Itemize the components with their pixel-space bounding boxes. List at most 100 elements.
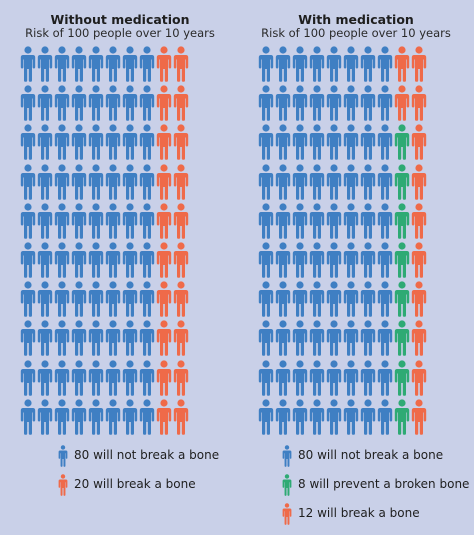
person-icon [326,46,342,82]
person-icon [173,203,189,239]
person-icon [275,85,291,121]
person-icon [54,399,70,435]
person-icon [258,163,274,200]
person-icon [326,242,342,278]
person-icon [360,163,376,200]
person-icon [173,399,189,435]
person-icon [173,242,189,278]
person-icon [156,359,172,396]
person-icon [377,359,393,396]
person-icon [394,359,410,396]
person-icon [20,85,36,121]
person-icon [88,242,104,278]
person-icon [173,46,189,82]
person-icon [122,399,138,435]
person-icon [282,445,292,467]
panel-subtitle: Risk of 100 people over 10 years [25,26,215,40]
person-icon [292,124,308,161]
person-icon [309,359,325,396]
person-icon [360,242,376,278]
person-icon [343,46,359,82]
legend-label: 80 will not break a bone [74,448,220,462]
person-icon [411,163,427,200]
person-icon [292,242,308,278]
person-icon [20,46,36,82]
person-icon [360,203,376,239]
legend-label: 20 will break a bone [74,477,196,491]
person-icon [343,359,359,396]
person-icon [411,320,427,357]
person-icon [139,359,155,396]
person-icon [360,46,376,82]
person-icon [105,46,121,82]
person-icon [71,85,87,121]
person-icon [105,281,121,317]
person-icon [156,399,172,435]
panel-subtitle: Risk of 100 people over 10 years [261,26,451,40]
person-icon [20,163,36,200]
person-icon [275,203,291,239]
person-icon [156,163,172,200]
person-icon [54,203,70,239]
person-icon [326,163,342,200]
person-icon [377,163,393,200]
person-icon [394,124,410,161]
person-icon [360,320,376,357]
person-icon [122,46,138,82]
person-icon [411,203,427,239]
person-icon [292,85,308,121]
person-icon [71,359,87,396]
person-icon [394,203,410,239]
person-icon [156,85,172,121]
person-icon [54,281,70,317]
person-icon [258,124,274,161]
person-icon [258,85,274,121]
person-icon [275,124,291,161]
person-icon [377,399,393,435]
person-icon [309,46,325,82]
person-icon [309,320,325,357]
person-icon [139,163,155,200]
person-icon [105,242,121,278]
person-icon [71,320,87,357]
person-icon [275,46,291,82]
person-icon [258,320,274,357]
person-icon [105,163,121,200]
person-icon [122,124,138,161]
person-icon [71,124,87,161]
person-icon [343,320,359,357]
person-icon [377,85,393,121]
person-icon [343,242,359,278]
person-icon [105,203,121,239]
person-icon [258,203,274,239]
person-icon [54,163,70,200]
person-icon [292,281,308,317]
person-icon [343,281,359,317]
person-icon [282,474,292,496]
person-icon [88,124,104,161]
person-icon [292,399,308,435]
person-icon [37,124,53,161]
person-icon [309,124,325,161]
person-icon [377,281,393,317]
person-icon [20,320,36,357]
person-icon [156,281,172,317]
person-icon [37,46,53,82]
person-icon [394,242,410,278]
person-icon [394,163,410,200]
person-icon [37,359,53,396]
person-icon [88,320,104,357]
person-icon [377,320,393,357]
person-icon [394,85,410,121]
person-icon [343,399,359,435]
person-icon [156,46,172,82]
person-icon [411,399,427,435]
person-icon [156,242,172,278]
person-icon [139,203,155,239]
person-icon [258,46,274,82]
person-icon [37,281,53,317]
person-icon [20,124,36,161]
person-icon [54,320,70,357]
person-icon [377,124,393,161]
person-icon [156,320,172,357]
